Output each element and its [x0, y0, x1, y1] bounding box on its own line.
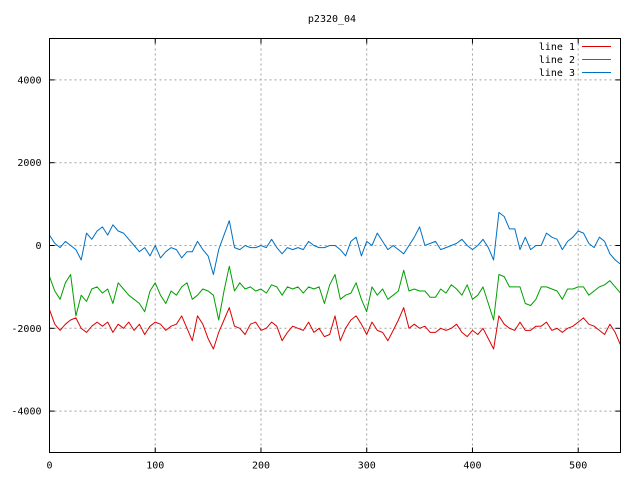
series-line-2 [49, 265, 621, 321]
x-axis: 0 100 200 300 400 500 [46, 38, 587, 472]
x-tick-label: 100 [146, 461, 164, 472]
y-tick-label: 4000 [17, 75, 41, 86]
y-tick-label: -4000 [11, 407, 41, 418]
x-tick-label: 500 [569, 461, 587, 472]
y-tick-label: 0 [35, 241, 41, 252]
x-tick-label: 0 [46, 461, 52, 472]
x-tick-label: 300 [358, 461, 376, 472]
legend: line 1 line 2 line 3 [539, 42, 611, 79]
legend-label: line 3 [539, 68, 575, 79]
series-line-1 [49, 307, 621, 350]
legend-label: line 2 [539, 55, 575, 66]
y-tick-label: -2000 [11, 324, 41, 335]
y-tick-label: 2000 [17, 158, 41, 169]
chart-title: p2320_04 [308, 14, 356, 25]
series-line-3 [49, 211, 621, 275]
legend-label: line 1 [539, 42, 575, 53]
y-axis: -4000 -2000 0 2000 4000 [11, 75, 621, 418]
grid [49, 38, 621, 453]
x-tick-label: 200 [252, 461, 270, 472]
x-tick-label: 400 [463, 461, 481, 472]
plot-series [49, 211, 621, 350]
